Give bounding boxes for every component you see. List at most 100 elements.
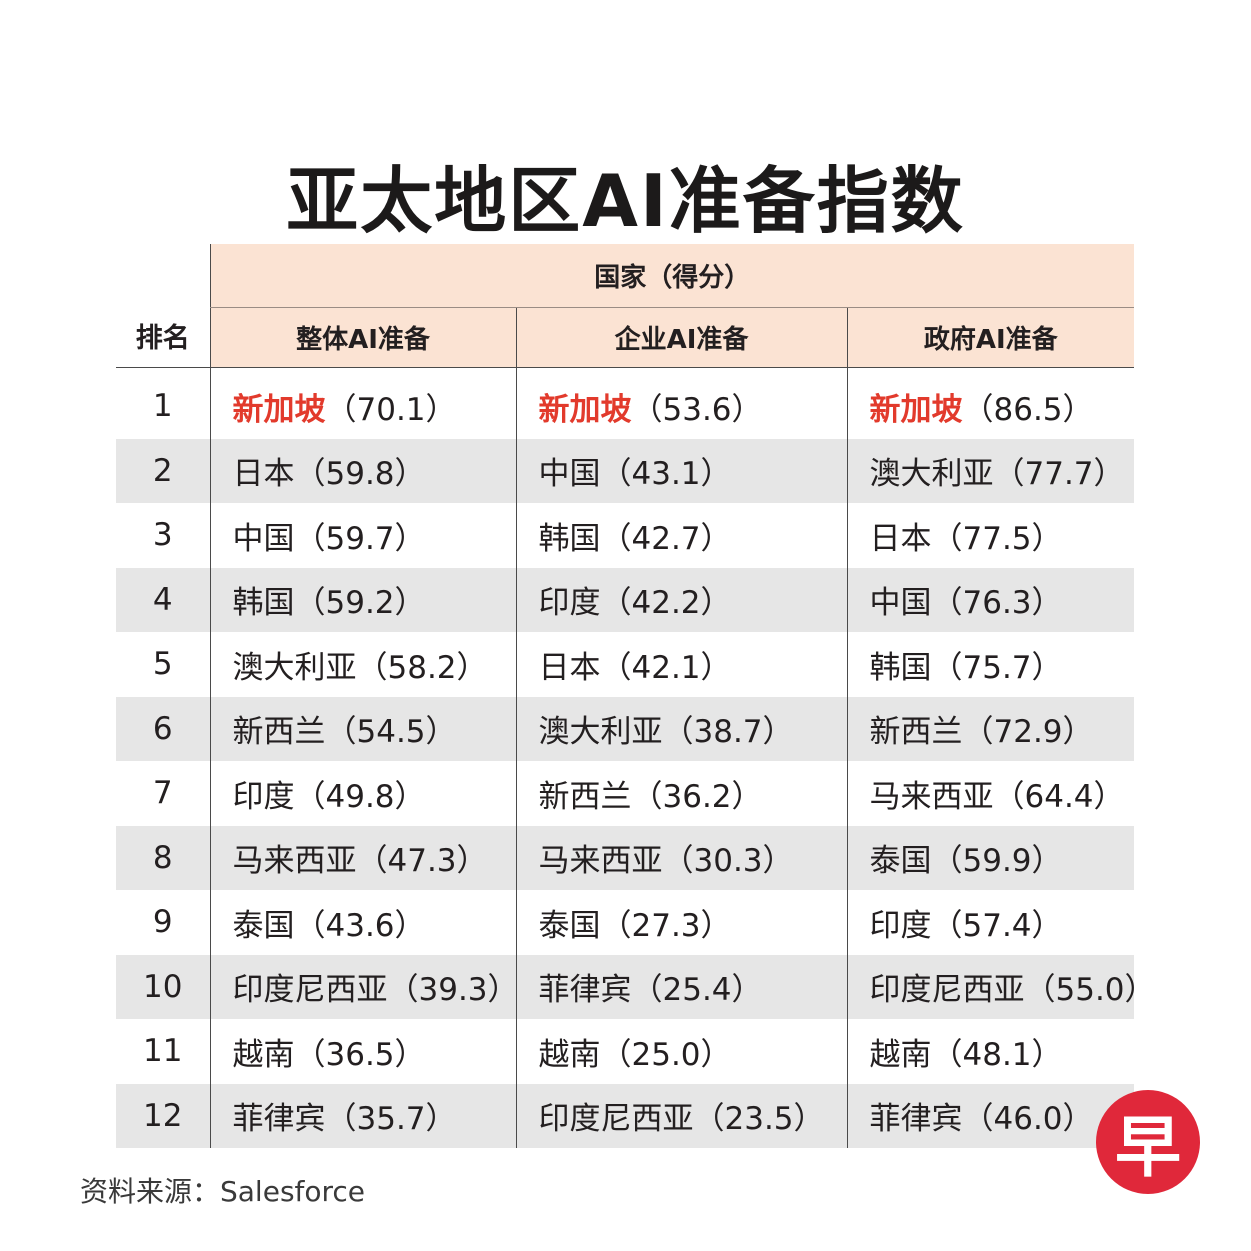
- country-name: 新加坡: [538, 391, 632, 428]
- score-cell-overall: 马来西亚（47.3）: [209, 825, 516, 890]
- country-name: 马来西亚: [869, 778, 994, 815]
- score-cell-overall: 泰国（43.6）: [209, 890, 516, 955]
- rank-cell: 8: [116, 825, 210, 890]
- score-cell-overall: 日本（59.8）: [209, 438, 516, 503]
- score-cell-enterprise: 日本（42.1）: [515, 632, 847, 697]
- country-name: 新西兰: [869, 714, 963, 751]
- rank-cell: 1: [152, 388, 173, 425]
- country-score: （48.1）: [931, 1036, 1063, 1073]
- score-cell-government: 印度（57.4）: [846, 890, 1135, 955]
- country-score: （64.4）: [993, 778, 1125, 815]
- rank-cell: 12: [116, 1083, 210, 1148]
- score-cell-government: 泰国（59.9）: [846, 825, 1135, 890]
- rank-cell: 11: [143, 1033, 183, 1070]
- country-name: 日本: [538, 649, 601, 686]
- score-cell-overall: 新加坡（70.1）: [209, 367, 516, 439]
- table-row: 3 中国（59.7） 韩国（42.7） 日本（77.5）: [116, 503, 1135, 568]
- country-score-header: 国家（得分）: [209, 244, 1135, 308]
- score-cell-overall: 澳大利亚（58.2）: [209, 632, 516, 697]
- country-score: （59.2）: [294, 585, 426, 622]
- country-name: 中国: [869, 585, 932, 622]
- table-row: 9 泰国（43.6） 泰国（27.3） 印度（57.4）: [116, 890, 1135, 955]
- country-score: （77.7）: [993, 456, 1125, 493]
- score-cell-government: 新加坡（86.5）: [846, 367, 1135, 439]
- logo-glyph: 早: [1115, 1109, 1181, 1186]
- country-name: 中国: [232, 520, 295, 557]
- score-cell-government: 越南（48.1）: [846, 1019, 1135, 1084]
- country-score: （55.0）: [1024, 972, 1135, 1009]
- country-score: （86.5）: [962, 391, 1094, 428]
- country-score: （54.5）: [325, 714, 457, 751]
- country-score: （59.7）: [294, 520, 426, 557]
- table-row: 4 韩国（59.2） 印度（42.2） 中国（76.3）: [116, 567, 1135, 632]
- score-cell-overall: 中国（59.7）: [209, 503, 516, 568]
- score-cell-government: 马来西亚（64.4）: [846, 761, 1135, 826]
- table-row: 12 菲律宾（35.7） 印度尼西亚（23.5） 菲律宾（46.0）: [116, 1083, 1135, 1148]
- country-name: 菲律宾: [869, 1101, 963, 1138]
- table-row: 1 新加坡（70.1） 新加坡（53.6） 新加坡（86.5）: [116, 367, 1135, 439]
- country-name: 菲律宾: [232, 1101, 326, 1138]
- country-score: （58.2）: [356, 649, 488, 686]
- rank-header: 排名: [116, 244, 210, 368]
- country-name: 澳大利亚: [538, 714, 663, 751]
- country-score: （57.4）: [931, 907, 1063, 944]
- country-score: （36.5）: [294, 1036, 426, 1073]
- country-name: 日本: [232, 456, 295, 493]
- country-score: （53.6）: [631, 391, 763, 428]
- rank-cell: 7: [152, 775, 173, 812]
- table-row: 8 马来西亚（47.3） 马来西亚（30.3） 泰国（59.9）: [116, 825, 1135, 890]
- table-row: 7 印度（49.8） 新西兰（36.2） 马来西亚（64.4）: [116, 761, 1135, 826]
- score-cell-enterprise: 韩国（42.7）: [515, 503, 847, 568]
- country-score: （38.7）: [662, 714, 794, 751]
- score-cell-overall: 印度尼西亚（39.3）: [209, 954, 516, 1019]
- score-cell-government: 澳大利亚（77.7）: [846, 438, 1135, 503]
- score-cell-enterprise: 澳大利亚（38.7）: [515, 696, 847, 761]
- ranking-table: 排名 国家（得分） 整体AI准备 企业AI准备 政府AI准备 1 新加坡（70.1…: [116, 244, 1135, 1148]
- score-cell-overall: 新西兰（54.5）: [209, 696, 516, 761]
- country-name: 越南: [232, 1036, 295, 1073]
- country-score: （30.3）: [662, 843, 794, 880]
- country-score: （42.7）: [600, 520, 732, 557]
- country-score: （27.3）: [600, 907, 732, 944]
- country-name: 澳大利亚: [869, 456, 994, 493]
- score-cell-government: 中国（76.3）: [846, 567, 1135, 632]
- zaobao-logo-icon: 早: [1096, 1090, 1200, 1194]
- score-cell-enterprise: 新西兰（36.2）: [515, 761, 847, 826]
- score-cell-enterprise: 印度（42.2）: [515, 567, 847, 632]
- country-score: （35.7）: [325, 1101, 457, 1138]
- country-name: 韩国: [232, 585, 295, 622]
- country-name: 马来西亚: [538, 843, 663, 880]
- country-score: （59.9）: [931, 843, 1063, 880]
- table-row: 6 新西兰（54.5） 澳大利亚（38.7） 新西兰（72.9）: [116, 696, 1135, 761]
- country-score: （25.4）: [631, 972, 763, 1009]
- score-cell-government: 韩国（75.7）: [846, 632, 1135, 697]
- score-cell-enterprise: 越南（25.0）: [515, 1019, 847, 1084]
- score-cell-enterprise: 新加坡（53.6）: [515, 367, 847, 439]
- country-name: 韩国: [538, 520, 601, 557]
- country-score: （49.8）: [294, 778, 426, 815]
- country-name: 澳大利亚: [232, 649, 357, 686]
- table-row: 5 澳大利亚（58.2） 日本（42.1） 韩国（75.7）: [116, 632, 1135, 697]
- score-cell-government: 菲律宾（46.0）: [846, 1083, 1135, 1148]
- country-score: （70.1）: [325, 391, 457, 428]
- score-cell-government: 日本（77.5）: [846, 503, 1135, 568]
- score-cell-overall: 菲律宾（35.7）: [209, 1083, 516, 1148]
- country-score: （42.1）: [600, 649, 732, 686]
- rank-cell: 9: [152, 904, 173, 941]
- rank-cell: 10: [116, 954, 210, 1019]
- table-row: 11 越南（36.5） 越南（25.0） 越南（48.1）: [116, 1019, 1135, 1084]
- country-name: 中国: [538, 456, 601, 493]
- country-score: （43.1）: [600, 456, 732, 493]
- country-name: 新加坡: [232, 391, 326, 428]
- country-name: 印度尼西亚: [538, 1101, 694, 1138]
- score-cell-overall: 越南（36.5）: [209, 1019, 516, 1084]
- country-score: （75.7）: [931, 649, 1063, 686]
- country-score: （76.3）: [931, 585, 1063, 622]
- table-row: 2 日本（59.8） 中国（43.1） 澳大利亚（77.7）: [116, 438, 1135, 503]
- column-header-enterprise: 企业AI准备: [515, 307, 847, 368]
- country-name: 马来西亚: [232, 843, 357, 880]
- country-name: 越南: [538, 1036, 601, 1073]
- score-cell-enterprise: 菲律宾（25.4）: [515, 954, 847, 1019]
- country-name: 韩国: [869, 649, 932, 686]
- country-name: 新西兰: [232, 714, 326, 751]
